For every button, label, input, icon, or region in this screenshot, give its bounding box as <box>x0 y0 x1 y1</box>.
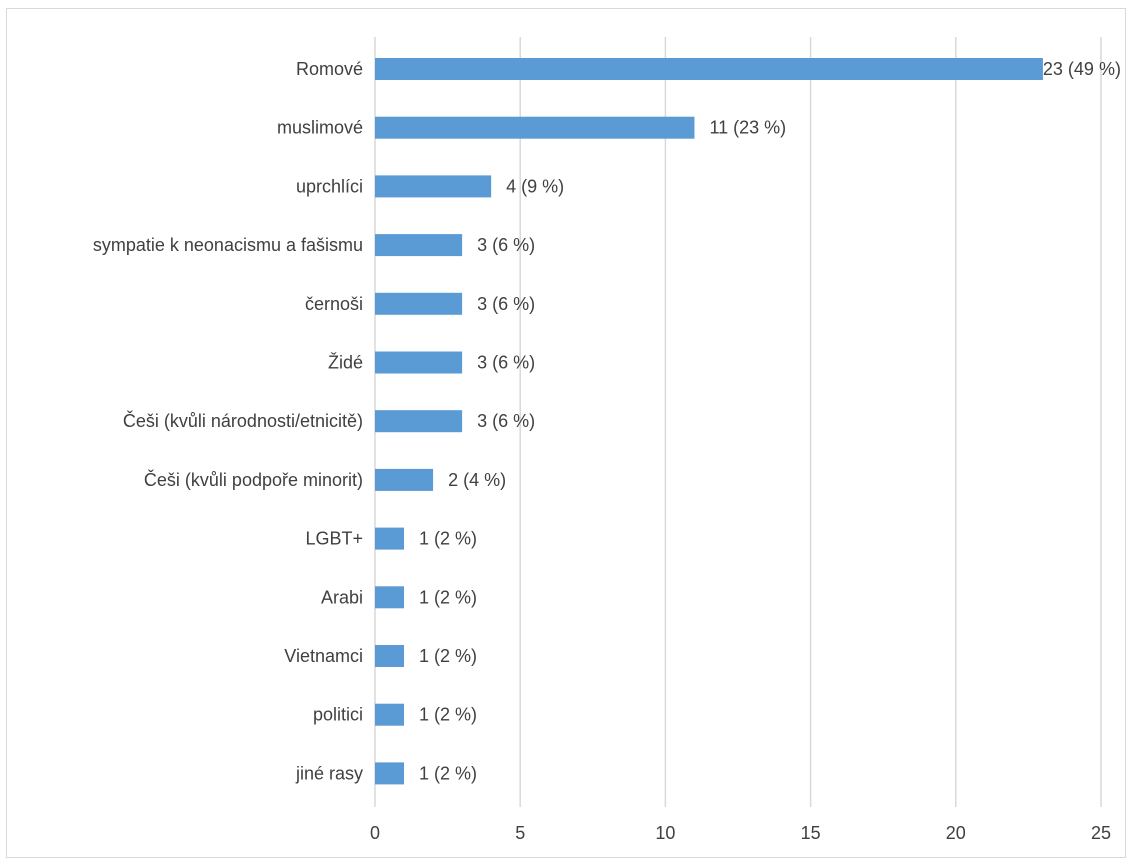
bar <box>375 58 1043 80</box>
bar <box>375 410 463 433</box>
category-label: uprchlíci <box>296 176 363 196</box>
x-tick-label: 25 <box>1091 823 1111 843</box>
data-label: 1 (2 %) <box>419 646 477 666</box>
category-label: Češi (kvůli národnosti/etnicitě) <box>123 410 363 431</box>
bar <box>375 175 492 198</box>
data-label: 3 (6 %) <box>477 235 535 255</box>
category-label: Romové <box>296 59 363 79</box>
bar <box>375 645 405 667</box>
bar <box>375 234 463 257</box>
category-labels: Romové muslimové uprchlíci sympatie k neona… <box>93 59 363 783</box>
category-label: politici <box>313 705 363 725</box>
category-label: muslimové <box>277 118 363 138</box>
bar <box>375 116 695 139</box>
data-label: 1 (2 %) <box>419 529 477 549</box>
data-label: 3 (6 %) <box>477 353 535 373</box>
category-label: Češi (kvůli podpoře minorit) <box>144 469 363 490</box>
x-tick-label: 5 <box>515 823 525 843</box>
data-label: 1 (2 %) <box>419 587 477 607</box>
x-tick-label: 10 <box>655 823 675 843</box>
bar-chart: Romové muslimové uprchlíci sympatie k neona… <box>93 37 1121 843</box>
data-label: 2 (4 %) <box>448 470 506 490</box>
category-label: sympatie k neonacismu a fašismu <box>93 235 363 255</box>
bar <box>375 762 405 785</box>
data-label: 3 (6 %) <box>477 411 535 431</box>
chart-area: Romové muslimové uprchlíci sympatie k neona… <box>6 8 1126 858</box>
category-label: černoši <box>305 294 363 314</box>
data-labels: 23 (49 %) 11 (23 %) 4 (9 %) 3 (6 %) 3 (6 %) 3… <box>419 59 1121 783</box>
category-label: Vietnamci <box>284 646 363 666</box>
bar <box>375 292 463 315</box>
category-label: jiné rasy <box>295 763 363 783</box>
data-label: 23 (49 %) <box>1043 59 1121 79</box>
bar <box>375 703 405 726</box>
bars <box>375 58 1043 785</box>
category-label: Arabi <box>321 587 363 607</box>
bar <box>375 351 463 374</box>
x-tick-label: 0 <box>370 823 380 843</box>
data-label: 11 (23 %) <box>709 118 786 138</box>
x-axis-tick-labels: 0 5 10 15 20 25 <box>370 823 1111 843</box>
bar <box>375 527 405 550</box>
gridlines <box>374 37 1102 807</box>
category-label: Židé <box>328 353 363 373</box>
bar <box>375 586 405 609</box>
data-label: 4 (9 %) <box>506 176 564 196</box>
category-label: LGBT+ <box>305 529 363 549</box>
data-label: 3 (6 %) <box>477 294 535 314</box>
x-tick-label: 20 <box>946 823 966 843</box>
bar <box>375 468 434 491</box>
x-tick-label: 15 <box>801 823 821 843</box>
data-label: 1 (2 %) <box>419 763 477 783</box>
data-label: 1 (2 %) <box>419 705 477 725</box>
